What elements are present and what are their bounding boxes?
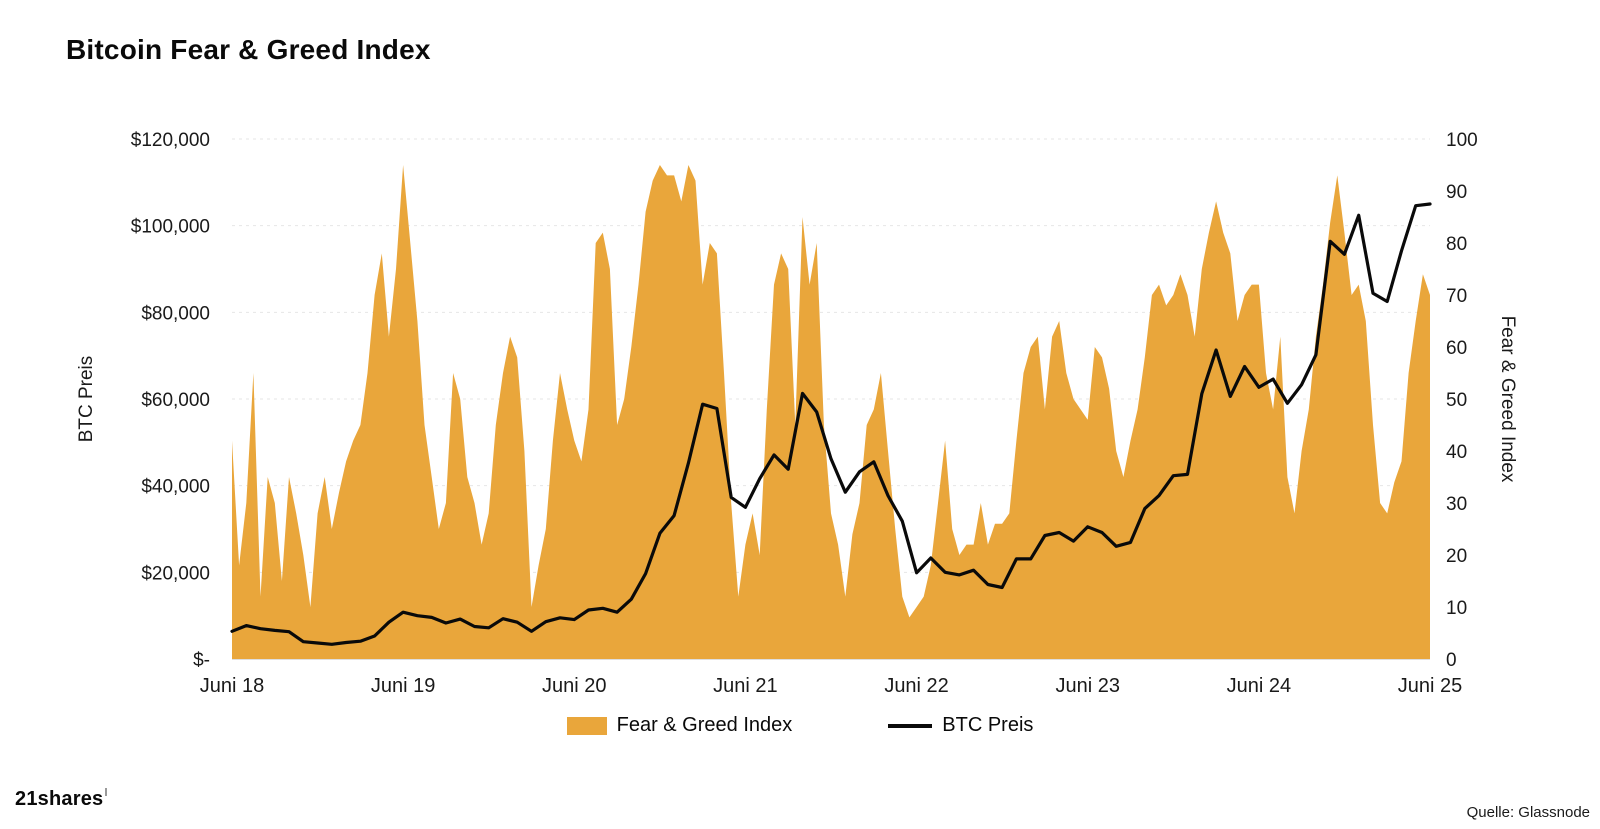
svg-text:10: 10 — [1446, 598, 1467, 619]
fear-greed-swatch-icon — [566, 716, 607, 735]
svg-text:100: 100 — [1446, 130, 1478, 151]
svg-text:Juni 24: Juni 24 — [1227, 675, 1292, 697]
legend-item-btc-preis: BTC Preis — [888, 714, 1033, 737]
svg-text:$40,000: $40,000 — [141, 477, 210, 498]
svg-text:BTC Preis: BTC Preis — [76, 356, 97, 443]
source-credit: Quelle: Glassnode — [1466, 804, 1590, 821]
btc-line-swatch-icon — [888, 723, 933, 728]
svg-text:Juni 20: Juni 20 — [542, 675, 607, 697]
svg-text:Juni 25: Juni 25 — [1398, 675, 1463, 697]
svg-text:30: 30 — [1446, 494, 1467, 515]
svg-text:40: 40 — [1446, 442, 1467, 463]
svg-text:Juni 23: Juni 23 — [1055, 675, 1120, 697]
svg-text:60: 60 — [1446, 338, 1467, 359]
legend-label-btc-preis: BTC Preis — [942, 714, 1034, 736]
svg-text:Juni 18: Juni 18 — [200, 675, 265, 697]
svg-text:20: 20 — [1446, 546, 1467, 567]
svg-text:70: 70 — [1446, 286, 1467, 307]
svg-text:90: 90 — [1446, 182, 1467, 203]
svg-text:$100,000: $100,000 — [131, 217, 210, 238]
svg-text:$80,000: $80,000 — [141, 303, 210, 324]
svg-text:50: 50 — [1446, 390, 1467, 411]
brand-logo: 21shares — [15, 788, 108, 811]
legend-item-fear-greed: Fear & Greed Index — [566, 714, 793, 737]
svg-text:$120,000: $120,000 — [131, 130, 210, 151]
svg-text:0: 0 — [1446, 650, 1457, 671]
brand-trademark-icon — [105, 788, 108, 796]
svg-text:Juni 21: Juni 21 — [713, 675, 778, 697]
svg-text:Juni 19: Juni 19 — [371, 675, 436, 697]
chart-title: Bitcoin Fear & Greed Index — [66, 34, 431, 65]
svg-text:Juni 22: Juni 22 — [884, 675, 949, 697]
svg-text:$-: $- — [193, 650, 210, 671]
svg-text:80: 80 — [1446, 234, 1467, 255]
svg-text:Fear & Greed Index: Fear & Greed Index — [1497, 316, 1518, 483]
svg-text:$60,000: $60,000 — [141, 390, 210, 411]
brand-text: 21shares — [15, 788, 104, 810]
legend-label-fear-greed: Fear & Greed Index — [616, 714, 793, 736]
chart-legend: Fear & Greed Index BTC Preis — [0, 714, 1600, 737]
svg-text:$20,000: $20,000 — [141, 563, 210, 584]
